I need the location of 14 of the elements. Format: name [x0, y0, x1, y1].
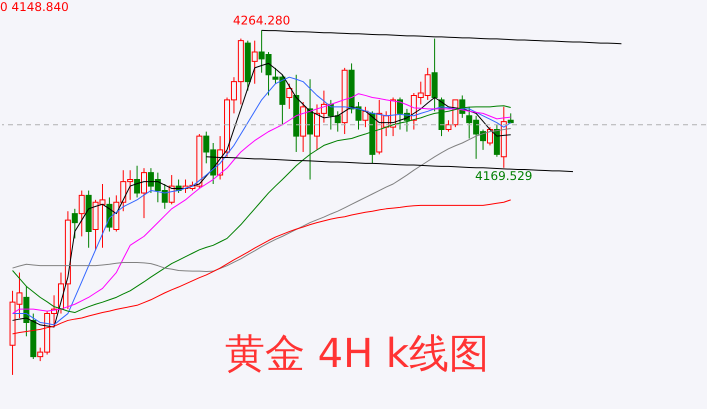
text: 黄金 4H k线图 — [224, 331, 490, 377]
candlestick — [141, 168, 147, 219]
candlestick — [286, 83, 292, 110]
candlestick — [362, 106, 368, 128]
candlestick — [134, 165, 140, 198]
candlestick — [252, 40, 258, 84]
candlestick — [168, 174, 175, 205]
annotation: 4169.529 — [475, 168, 532, 183]
candlestick — [445, 120, 452, 132]
candlestick — [72, 208, 78, 239]
annotation: 4264.280 — [232, 13, 290, 28]
candlestick — [486, 126, 493, 146]
text: 0 4148.840 — [0, 0, 69, 14]
candlestick — [78, 190, 85, 237]
